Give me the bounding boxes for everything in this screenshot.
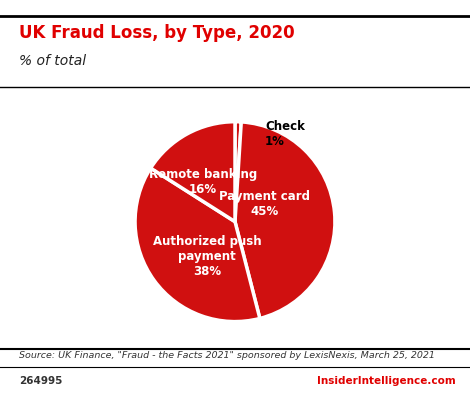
Text: % of total: % of total	[19, 54, 86, 69]
Text: Authorized push
payment
38%: Authorized push payment 38%	[153, 235, 261, 278]
Text: Payment card
45%: Payment card 45%	[219, 190, 311, 218]
Text: UK Fraud Loss, by Type, 2020: UK Fraud Loss, by Type, 2020	[19, 24, 294, 42]
Wedge shape	[150, 122, 235, 222]
Wedge shape	[235, 122, 241, 222]
Text: 264995: 264995	[19, 376, 62, 386]
Wedge shape	[235, 122, 335, 318]
Wedge shape	[135, 168, 260, 322]
Text: InsiderIntelligence.com: InsiderIntelligence.com	[317, 376, 456, 386]
Text: Check
1%: Check 1%	[265, 120, 305, 147]
Text: Remote banking
16%: Remote banking 16%	[149, 168, 257, 196]
Text: Source: UK Finance, "Fraud - the Facts 2021" sponsored by LexisNexis, March 25, : Source: UK Finance, "Fraud - the Facts 2…	[19, 351, 435, 360]
